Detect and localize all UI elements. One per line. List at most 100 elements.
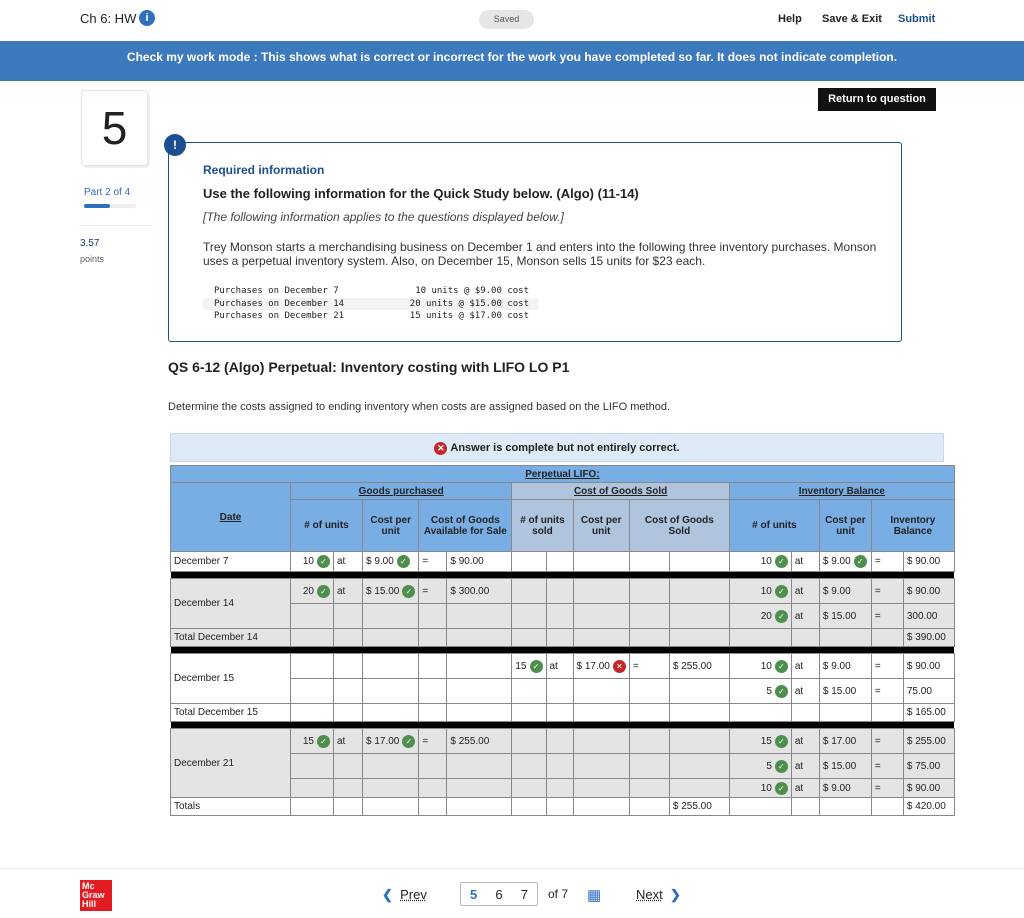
cell-value: $ 90.00 [906,782,941,794]
table-cell: = [870,578,904,604]
table-cell[interactable]: $ 255.00 [902,728,955,754]
incorrect-icon: ✕ [612,659,626,673]
table-cell[interactable]: $ 15.00 ✓ [361,578,420,604]
table-cell [511,753,547,779]
table-cell[interactable]: $ 15.00 [818,603,872,629]
table-cell [572,728,630,754]
table-cell[interactable]: 300.00 [902,603,955,629]
table-cell[interactable]: 5 ✓ [728,678,792,704]
table-cell: at [790,728,820,754]
table-cell[interactable]: $ 17.00 ✕ [572,653,630,679]
table-cell[interactable]: $ 17.00 ✓ [361,728,420,754]
table-cell[interactable]: 10 ✓ [728,653,792,679]
row-date: Totals [170,797,291,816]
table-cell[interactable]: $ 165.00 [902,703,955,722]
table-cell [361,603,420,629]
table-title: Perpetual LIFO: [525,468,600,480]
table-cell[interactable]: $ 255.00 [668,797,730,816]
info-icon[interactable]: i [139,10,155,26]
submit-link[interactable]: Submit [898,13,936,25]
table-cell[interactable]: $ 9.00 [818,578,872,604]
cell-value: at [794,556,804,567]
table-cell[interactable]: $ 9.00 ✓ [361,551,420,572]
table-cell [418,797,448,816]
table-cell [511,703,547,722]
table-cell[interactable]: $ 255.00 [446,728,513,754]
table-cell [668,753,730,779]
table-cell: = [418,578,448,604]
table-cell [628,797,670,816]
table-cell[interactable]: $ 90.00 [902,778,955,798]
table-cell[interactable]: 20 ✓ [728,603,792,629]
table-cell[interactable]: 10 ✓ [728,551,792,572]
table-cell[interactable]: $ 90.00 [902,551,955,572]
table-cell[interactable]: $ 390.00 [902,628,955,647]
table-cell[interactable]: 15 ✓ [728,728,792,754]
table-cell[interactable]: $ 300.00 [446,578,513,604]
table-cell[interactable]: $ 9.00 [818,778,872,798]
divider [80,225,152,226]
table-cell[interactable]: 20 ✓ [290,578,334,604]
next-button[interactable]: Next ❯ [636,887,681,903]
table-cell: at [790,778,820,798]
help-link[interactable]: Help [778,13,802,25]
table-cell[interactable]: $ 90.00 [902,653,955,679]
table-cell[interactable]: 10 ✓ [728,578,792,604]
save-exit-link[interactable]: Save & Exit [822,13,882,25]
table-cell [446,797,513,816]
table-cell [333,797,363,816]
row-date: Total December 14 [170,628,291,647]
table-cell[interactable]: 10 ✓ [728,778,792,798]
cell-value: at [794,660,804,672]
table-cell [790,797,820,816]
table-cell [572,797,630,816]
grid-icon[interactable]: ▦ [587,887,602,904]
table-cell [545,551,574,572]
page-7[interactable]: 7 [520,886,528,902]
table-cell[interactable]: $ 420.00 [902,797,955,816]
table-cell[interactable]: 10 ✓ [290,551,334,572]
table-cell [290,678,334,704]
table-cell[interactable]: $ 15.00 [818,678,872,704]
table-cell [361,628,420,647]
table-cell[interactable]: 75.00 [902,678,955,704]
table-cell[interactable]: $ 17.00 [818,728,872,754]
cell-value: 20 [302,585,314,597]
return-to-question-button[interactable]: Return to question [818,88,936,111]
cell-value: 10 [760,556,772,568]
table-cell [361,797,420,816]
cell-value: $ 9.00 [822,782,851,794]
col-cogs-cost: Cost per unit [572,499,630,552]
table-cell [572,578,630,604]
table-cell [511,797,547,816]
table-cell[interactable]: 5 ✓ [728,753,792,779]
page-6[interactable]: 6 [495,886,503,902]
table-cell[interactable]: 15 ✓ [511,653,547,679]
table-cell[interactable]: $ 90.00 [446,551,513,572]
table-row: 5 ✓ at $ 15.00 = $ 75.00 [171,753,955,779]
table-cell [361,778,420,798]
prev-button[interactable]: ❮ Prev [382,887,427,903]
table-cell [572,703,630,722]
page-selector[interactable]: 5 6 7 [460,882,538,906]
table-cell[interactable]: $ 15.00 [818,753,872,779]
cell-value: $ 90.00 [906,585,941,597]
table-cell [818,797,872,816]
table-cell[interactable]: $ 9.00 [818,653,872,679]
table-cell[interactable]: $ 9.00 ✓ [818,551,872,572]
prev-label: Prev [400,887,427,902]
cell-value: $ 300.00 [450,585,490,597]
table-cell[interactable]: $ 90.00 [902,578,955,604]
table-cell[interactable]: $ 255.00 [668,653,730,679]
table-cell [870,703,904,722]
table-cell [728,797,792,816]
table-cell: at [790,678,820,704]
cell-value: 5 [766,685,772,697]
table-cell: at [333,551,363,572]
table-cell [545,678,574,704]
table-cell[interactable]: $ 75.00 [902,753,955,779]
table-cell[interactable]: 15 ✓ [290,728,334,754]
table-cell: = [870,678,904,704]
col-cost-of-goods-sold: Cost of Goods Sold [628,499,730,552]
page-5[interactable]: 5 [470,886,478,902]
